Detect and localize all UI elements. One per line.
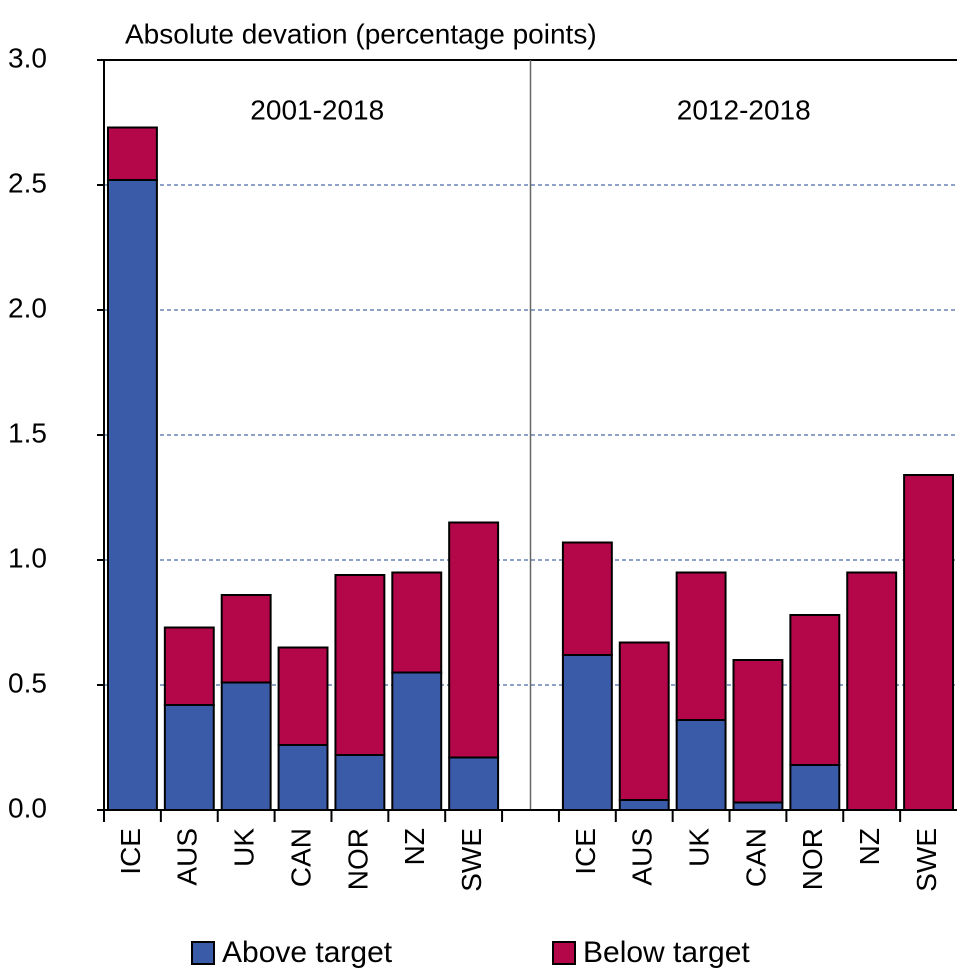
- chart-title: Absolute devation (percentage points): [125, 18, 597, 49]
- bar-segment: [675, 571, 727, 721]
- bar-segment: [391, 671, 443, 811]
- x-tick-label: CAN: [740, 828, 771, 887]
- legend-label: Above target: [222, 936, 393, 969]
- y-tick-label: 3.0: [8, 42, 47, 73]
- x-tick-label: NZ: [854, 828, 885, 865]
- y-tick-label: 0.5: [8, 667, 47, 698]
- bar-segment: [618, 641, 670, 801]
- bar-segment: [277, 646, 329, 746]
- y-tick-label: 2.5: [8, 167, 47, 198]
- bar-segment: [163, 704, 215, 811]
- bar-segment: [789, 764, 841, 811]
- bar-segment: [846, 571, 898, 811]
- bar-segment: [391, 571, 443, 674]
- bar-segment: [903, 474, 955, 811]
- bar-segment: [732, 801, 784, 811]
- bar-segment: [220, 594, 272, 684]
- y-tick-label: 2.0: [8, 292, 47, 323]
- bar-segment: [675, 719, 727, 811]
- x-tick-label: AUS: [172, 828, 203, 886]
- panel-label: 2012-2018: [677, 94, 811, 125]
- y-tick-label: 0.0: [8, 792, 47, 823]
- x-tick-label: UK: [229, 828, 260, 867]
- bar-segment: [106, 179, 158, 811]
- bar-segment: [561, 541, 613, 656]
- bar-segment: [163, 626, 215, 706]
- x-tick-label: AUS: [627, 828, 658, 886]
- bar-segment: [334, 754, 386, 811]
- panel-label: 2001-2018: [250, 94, 384, 125]
- x-tick-label: UK: [683, 828, 714, 867]
- legend-label: Below target: [583, 936, 750, 969]
- bar-segment: [618, 799, 670, 811]
- bar-segment: [334, 574, 386, 756]
- x-tick-label: NOR: [797, 828, 828, 890]
- x-tick-label: ICE: [570, 828, 601, 875]
- y-tick-label: 1.0: [8, 542, 47, 573]
- bar-segment: [561, 654, 613, 811]
- x-tick-label: SWE: [456, 828, 487, 892]
- bar-segment: [448, 756, 500, 811]
- x-tick-label: CAN: [285, 828, 316, 887]
- bar-segment: [106, 126, 158, 181]
- bar-segment: [732, 659, 784, 804]
- bar-segment: [277, 744, 329, 811]
- legend-swatch: [191, 941, 215, 965]
- bar-segment: [220, 681, 272, 811]
- legend-swatch: [552, 941, 576, 965]
- bar-segment: [448, 521, 500, 759]
- x-tick-label: NOR: [342, 828, 373, 890]
- y-tick-label: 1.5: [8, 417, 47, 448]
- x-tick-label: SWE: [911, 828, 942, 892]
- x-tick-label: NZ: [399, 828, 430, 865]
- x-tick-label: ICE: [115, 828, 146, 875]
- bar-segment: [789, 614, 841, 766]
